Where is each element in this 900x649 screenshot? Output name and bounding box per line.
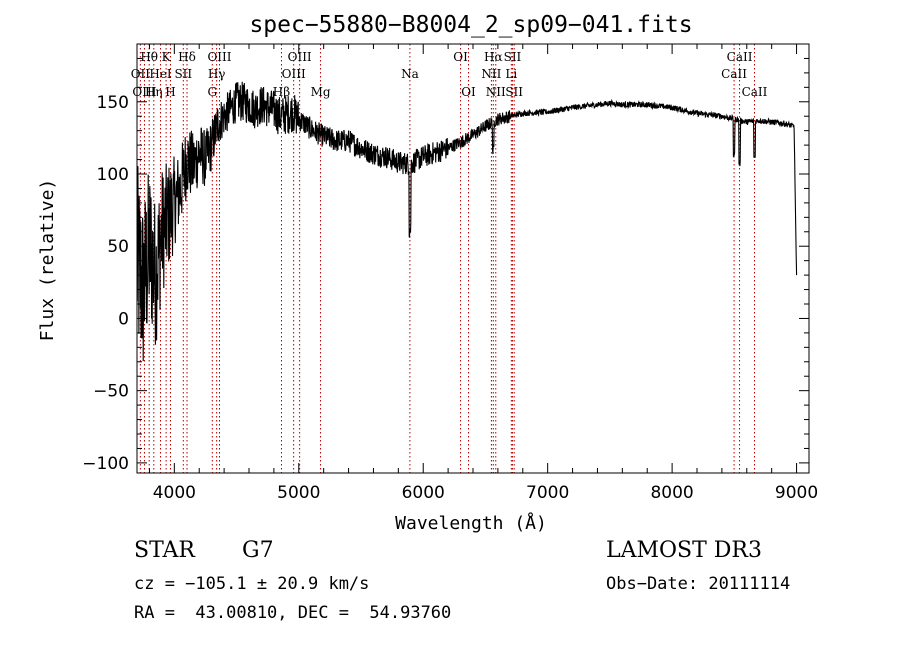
x-tick-label: 8000: [650, 483, 693, 503]
y-axis-label: Flux (relative): [37, 179, 58, 342]
line-label-12: OIII: [288, 50, 312, 64]
survey-name: LAMOST DR3: [606, 538, 762, 563]
coordinates: RA = 43.00810, DEC = 54.93760: [134, 603, 452, 623]
line-label-22: SII: [504, 50, 522, 64]
line-label-1: OII: [131, 67, 151, 81]
x-tick-label: 9000: [775, 483, 818, 503]
line-label-15: Mg: [311, 85, 331, 99]
x-tick-label: 4000: [153, 483, 196, 503]
line-label-8: Hδ: [178, 50, 196, 64]
y-tick-label: 100: [97, 165, 129, 185]
line-label-5: HeI: [149, 67, 172, 81]
line-label-19: Hα: [484, 50, 503, 64]
chart-title: spec−55880−B8004_2_sp09−041.fits: [249, 12, 692, 38]
y-tick-label: 50: [107, 237, 129, 257]
observation-date: Obs−Date: 20111114: [606, 574, 791, 594]
x-tick-label: 6000: [402, 483, 445, 503]
emission-line-markers: [139, 44, 755, 473]
line-label-21: NII: [486, 85, 506, 99]
y-tick-label: 150: [97, 93, 129, 113]
redshift-velocity: cz = −105.1 ± 20.9 km/s: [134, 574, 370, 594]
line-label-17: OI: [453, 50, 468, 64]
line-label-24: SII: [505, 85, 523, 99]
line-label-11: G: [207, 85, 217, 99]
line-label-4: K: [162, 50, 172, 64]
flux-series: [137, 81, 798, 362]
y-tick-label: −50: [93, 382, 129, 402]
line-label-0: Hθ: [140, 50, 158, 64]
line-label-10: Hγ: [208, 67, 226, 81]
line-label-9: OIII: [207, 50, 231, 64]
plot-frame: [136, 43, 810, 474]
line-label-18: OI: [461, 85, 476, 99]
axes: 4000 5000 6000 7000 8000 9000 −100 −50 0 50 100 150: [82, 43, 818, 503]
line-label-16: Na: [401, 67, 419, 81]
object-subclass: G7: [242, 538, 274, 563]
y-tick-label: −100: [82, 454, 129, 474]
x-tick-label: 5000: [277, 483, 320, 503]
line-label-26: CaII: [721, 67, 747, 81]
y-tick-label: 0: [118, 309, 129, 329]
line-label-7: SII: [174, 67, 192, 81]
line-label-13: OIII: [282, 67, 306, 81]
line-label-27: CaII: [742, 85, 768, 99]
x-axis-label: Wavelength (Å): [395, 512, 547, 534]
object-class: STAR: [134, 538, 195, 563]
line-label-2: OIII: [132, 85, 156, 99]
line-label-20: NII: [481, 67, 501, 81]
flux-line: [137, 81, 798, 362]
line-label-25: CaII: [727, 50, 753, 64]
x-tick-label: 7000: [526, 483, 569, 503]
line-label-6: H: [165, 85, 175, 99]
line-label-23: Li: [505, 67, 517, 81]
line-label-3: Hη: [145, 85, 163, 99]
line-label-14: Hβ: [273, 85, 290, 99]
